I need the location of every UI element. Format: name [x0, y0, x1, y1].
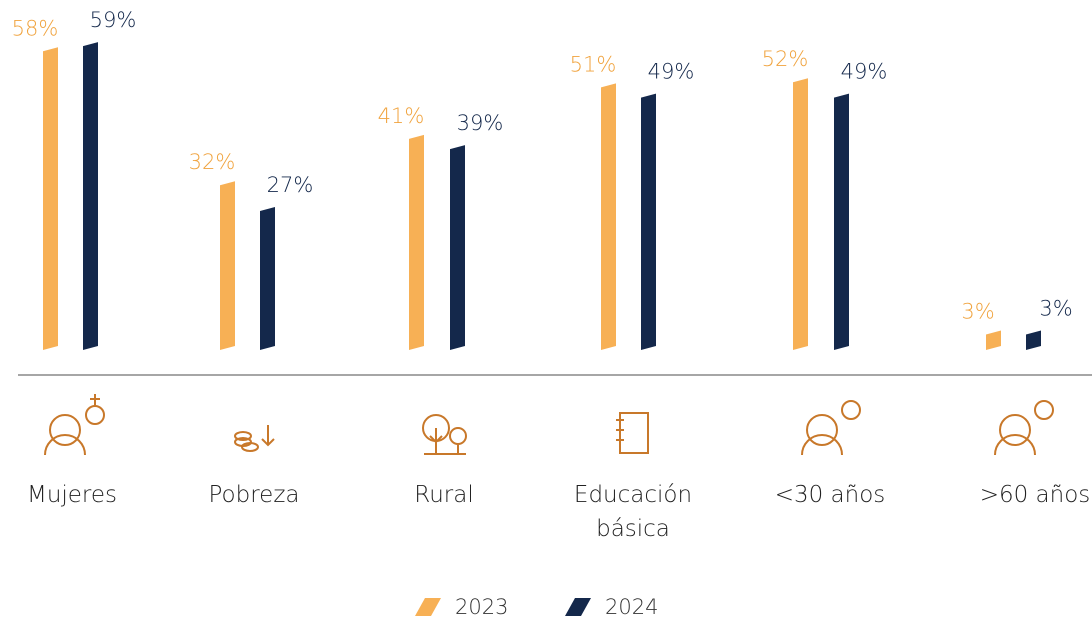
bar [220, 181, 235, 350]
value-label: 52% [762, 47, 809, 71]
value-label: 49% [648, 60, 695, 84]
bar [450, 145, 465, 350]
category-label: <30 años [774, 482, 886, 508]
icon-rural [422, 414, 467, 455]
category-label: Educación básica [573, 482, 693, 542]
icon-under-30 [801, 400, 861, 456]
legend-swatch [565, 598, 591, 616]
value-label: 27% [267, 173, 314, 197]
bar [409, 134, 424, 350]
icons [44, 394, 1054, 456]
bar [641, 93, 656, 351]
value-label: 39% [457, 111, 504, 135]
value-label: 59% [90, 8, 137, 32]
category-label: >60 años [979, 482, 1091, 508]
legend-swatch [415, 598, 441, 616]
icon-poverty [234, 425, 275, 452]
category-label: Pobreza [208, 482, 300, 508]
legend-label: 2024 [605, 595, 658, 619]
category-label: Mujeres [26, 482, 118, 508]
icon-women [44, 394, 105, 456]
bar [834, 93, 849, 351]
icon-over-60 [994, 400, 1054, 456]
value-label: 3% [1039, 297, 1072, 321]
bar [260, 206, 275, 350]
category-label: Rural [414, 482, 474, 508]
bar [1026, 330, 1041, 350]
value-label: 51% [570, 52, 617, 76]
value-label: 58% [12, 16, 59, 40]
legend-label: 2023 [455, 595, 508, 619]
bar [986, 330, 1001, 350]
bar [43, 47, 58, 351]
icon-education [616, 412, 649, 454]
value-label: 41% [378, 104, 425, 128]
bar [793, 78, 808, 350]
bar [601, 83, 616, 350]
bar [83, 42, 98, 351]
value-label: 32% [189, 150, 236, 174]
value-label: 3% [961, 300, 994, 324]
value-label: 49% [841, 60, 888, 84]
